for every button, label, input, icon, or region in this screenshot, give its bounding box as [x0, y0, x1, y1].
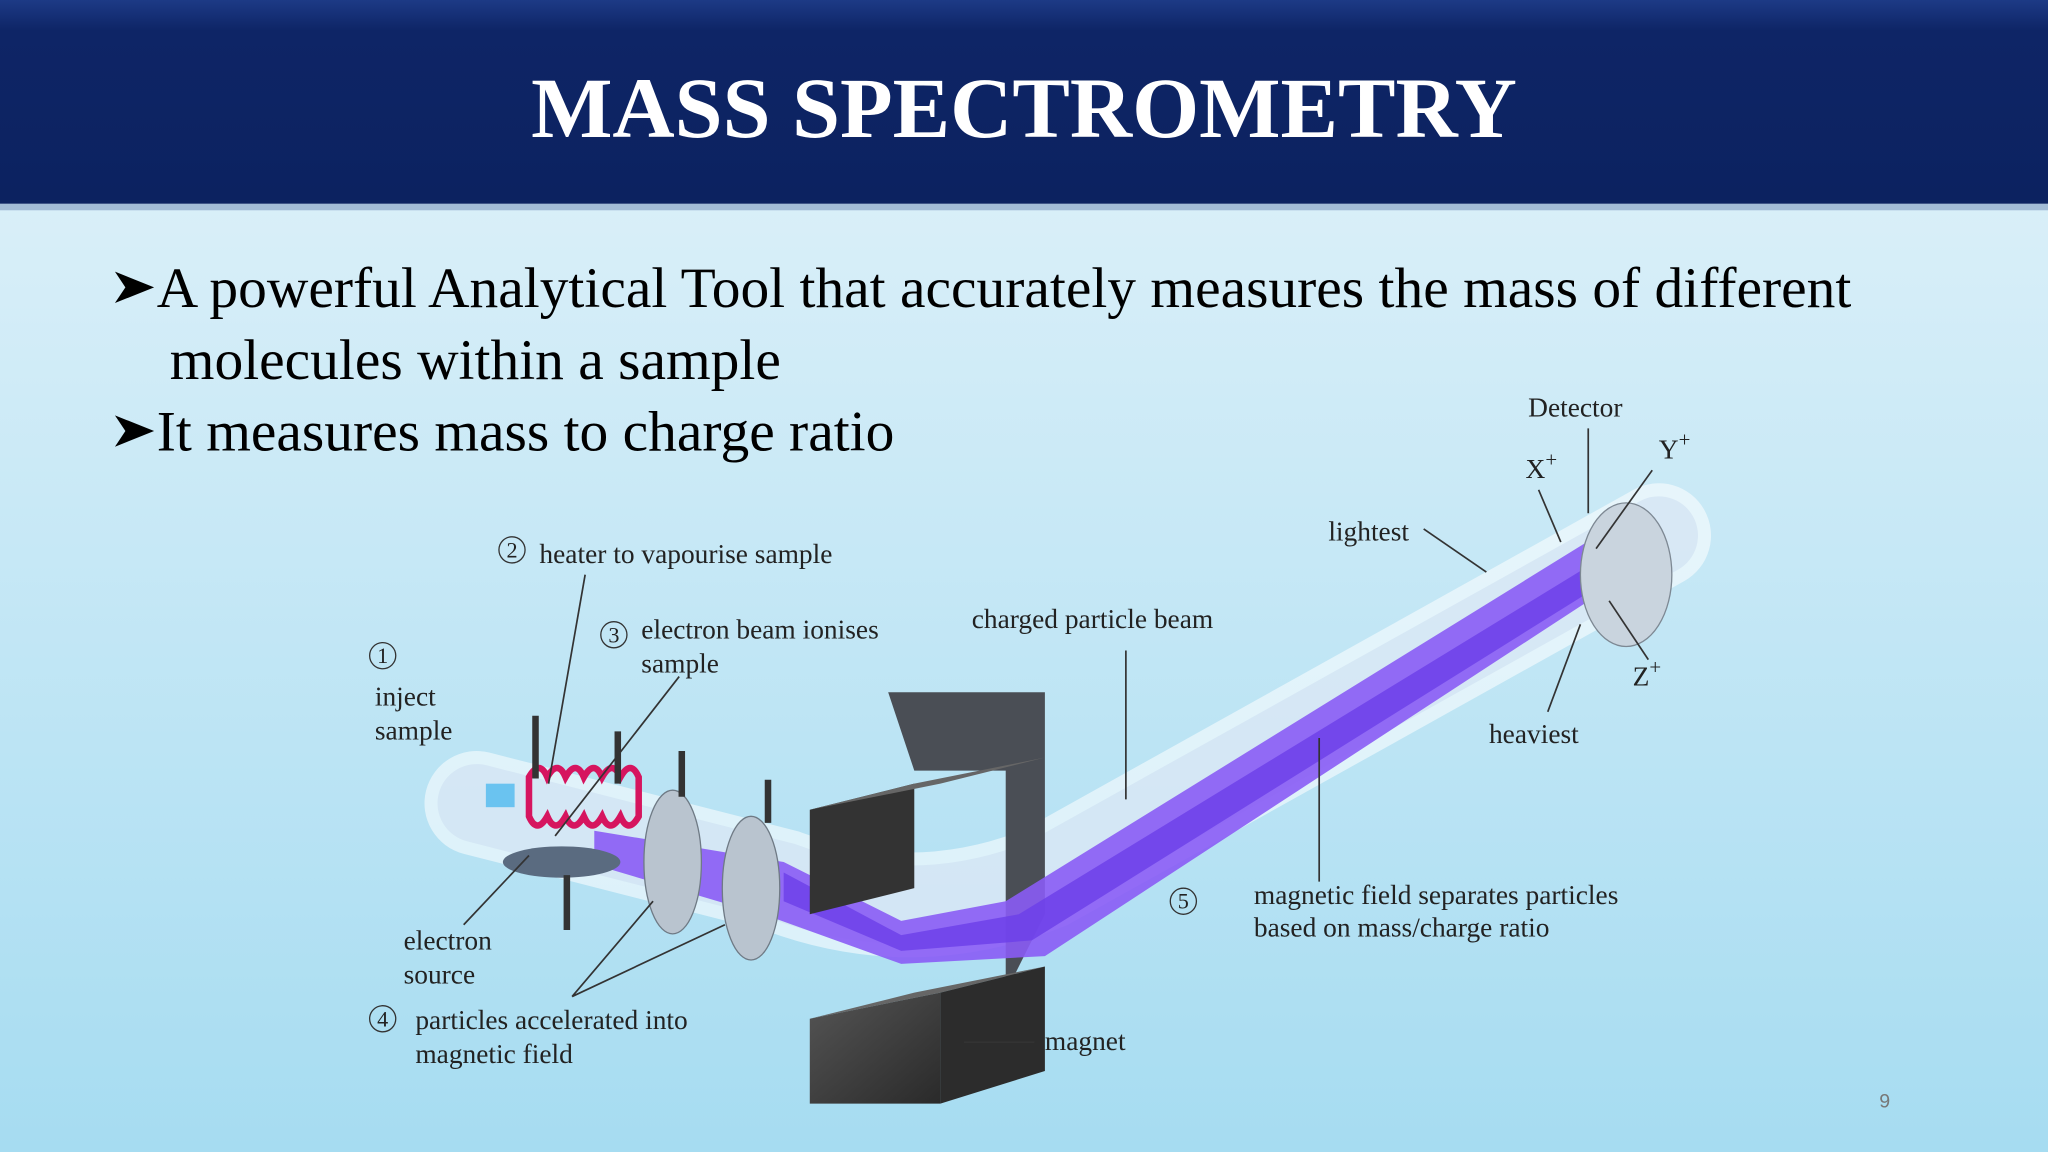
leader-line	[463, 854, 530, 926]
leader-lines	[463, 428, 1653, 1044]
bullet-marker	[114, 271, 155, 304]
ion-label: Y+	[1659, 428, 1691, 465]
step-circle	[1169, 887, 1198, 915]
diagram-label: charged particle beam	[972, 604, 1213, 634]
diagram-label: Detector	[1528, 393, 1622, 423]
page-number: 9	[1879, 1091, 1890, 1113]
diagram-label: magnetic field	[415, 1039, 573, 1069]
magnet-bottom-front	[809, 992, 941, 1104]
bullet-marker	[114, 415, 155, 447]
magnet-bottom-face	[809, 966, 1045, 1019]
leader-line	[1537, 489, 1562, 543]
step-circle	[498, 536, 526, 564]
step-circle	[368, 1005, 397, 1033]
leader-line	[1423, 528, 1487, 573]
diagram-label: particles accelerated into	[415, 1005, 687, 1035]
ion-letter: X	[1526, 454, 1546, 484]
leader-line	[1546, 624, 1582, 713]
step-number: 4	[377, 1006, 388, 1031]
diagram-label: source	[404, 960, 476, 990]
ion-label: Z+	[1633, 655, 1662, 692]
step-number: 3	[608, 622, 619, 647]
magnet-top-face	[809, 757, 1045, 810]
diagram-label: electron beam ionises	[641, 615, 878, 645]
diagram-label: magnet	[1045, 1026, 1126, 1056]
step-number: 5	[1178, 889, 1189, 914]
diagram-label: magnetic field separates particles	[1254, 880, 1618, 910]
header-bar	[0, 0, 2048, 204]
bullet-text: A powerful Analytical Tool that accurate…	[157, 257, 1852, 320]
magnet-top-front	[809, 783, 915, 915]
ion-letter: Y	[1659, 434, 1679, 464]
diagram-label: electron	[404, 926, 493, 956]
bullet-text: molecules within a sample	[170, 329, 781, 392]
diagram-label: lightest	[1328, 517, 1409, 547]
diagram-label: heaviest	[1489, 719, 1579, 749]
diagram-label: based on mass/charge ratio	[1254, 912, 1550, 942]
electron-source	[502, 846, 621, 878]
slide-title: MASS SPECTROMETRY	[531, 60, 1517, 156]
apparatus	[424, 483, 1712, 1104]
ion-letter: Z	[1633, 662, 1650, 692]
ion-label: X+	[1526, 447, 1558, 484]
diagram-label: inject	[375, 681, 436, 711]
leader-line	[1595, 469, 1653, 550]
leader-line	[571, 900, 726, 998]
step-circle	[600, 621, 628, 649]
leader-line	[554, 676, 680, 837]
diagram-label: sample	[641, 649, 719, 679]
leader-line	[547, 574, 586, 784]
step-number: 1	[377, 643, 388, 668]
ion-charge: +	[1649, 655, 1661, 679]
ion-charge: +	[1545, 447, 1557, 471]
leader-line	[1608, 600, 1650, 661]
step-number: 2	[506, 537, 517, 562]
header-shadow	[0, 203, 2048, 211]
magnet-bottom-side	[940, 966, 1045, 1104]
diagram-label: sample	[375, 715, 453, 745]
accelerating-plate	[643, 789, 703, 935]
sample-inlet	[485, 783, 515, 808]
ion-charge: +	[1679, 428, 1691, 452]
heater-coil	[525, 764, 642, 829]
step-circle	[368, 641, 397, 670]
diagram-label: heater to vapourise sample	[539, 539, 832, 569]
bullet-text: It measures mass to charge ratio	[157, 401, 895, 464]
accelerating-plate	[721, 815, 781, 961]
